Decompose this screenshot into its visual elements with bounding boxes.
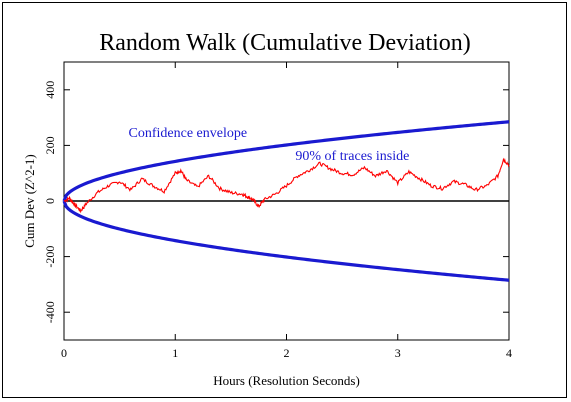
- y-tick-label: 0: [43, 198, 57, 204]
- envelope-upper: [62, 120, 510, 202]
- annotation-label: Confidence envelope: [129, 126, 248, 141]
- random-walk-trace: [63, 157, 510, 214]
- x-tick-label: 2: [284, 346, 290, 360]
- annotation-label: 90% of traces inside: [295, 149, 409, 164]
- series-layer: [62, 120, 510, 282]
- x-axis-label: Hours (Resolution Seconds): [213, 373, 360, 388]
- x-tick-label: 3: [395, 346, 401, 360]
- y-axis-label: Cum Dev (Z^2-1): [22, 154, 37, 247]
- x-tick-label: 0: [61, 346, 67, 360]
- annotations: Confidence envelope 90% of traces inside: [129, 126, 410, 164]
- x-tick-label: 1: [172, 346, 178, 360]
- chart-frame: [2, 2, 567, 398]
- envelope-lower: [62, 200, 510, 282]
- x-tick-label: 4: [506, 346, 512, 360]
- chart-title: Random Walk (Cumulative Deviation): [99, 30, 471, 56]
- y-tick-label: -400: [43, 301, 57, 323]
- axis-ticks: 0 1 2 3 4 -400 -200 0 200 400: [43, 62, 512, 360]
- y-tick-label: -200: [43, 246, 57, 268]
- y-tick-label: 200: [43, 136, 57, 154]
- y-tick-label: 400: [43, 81, 57, 99]
